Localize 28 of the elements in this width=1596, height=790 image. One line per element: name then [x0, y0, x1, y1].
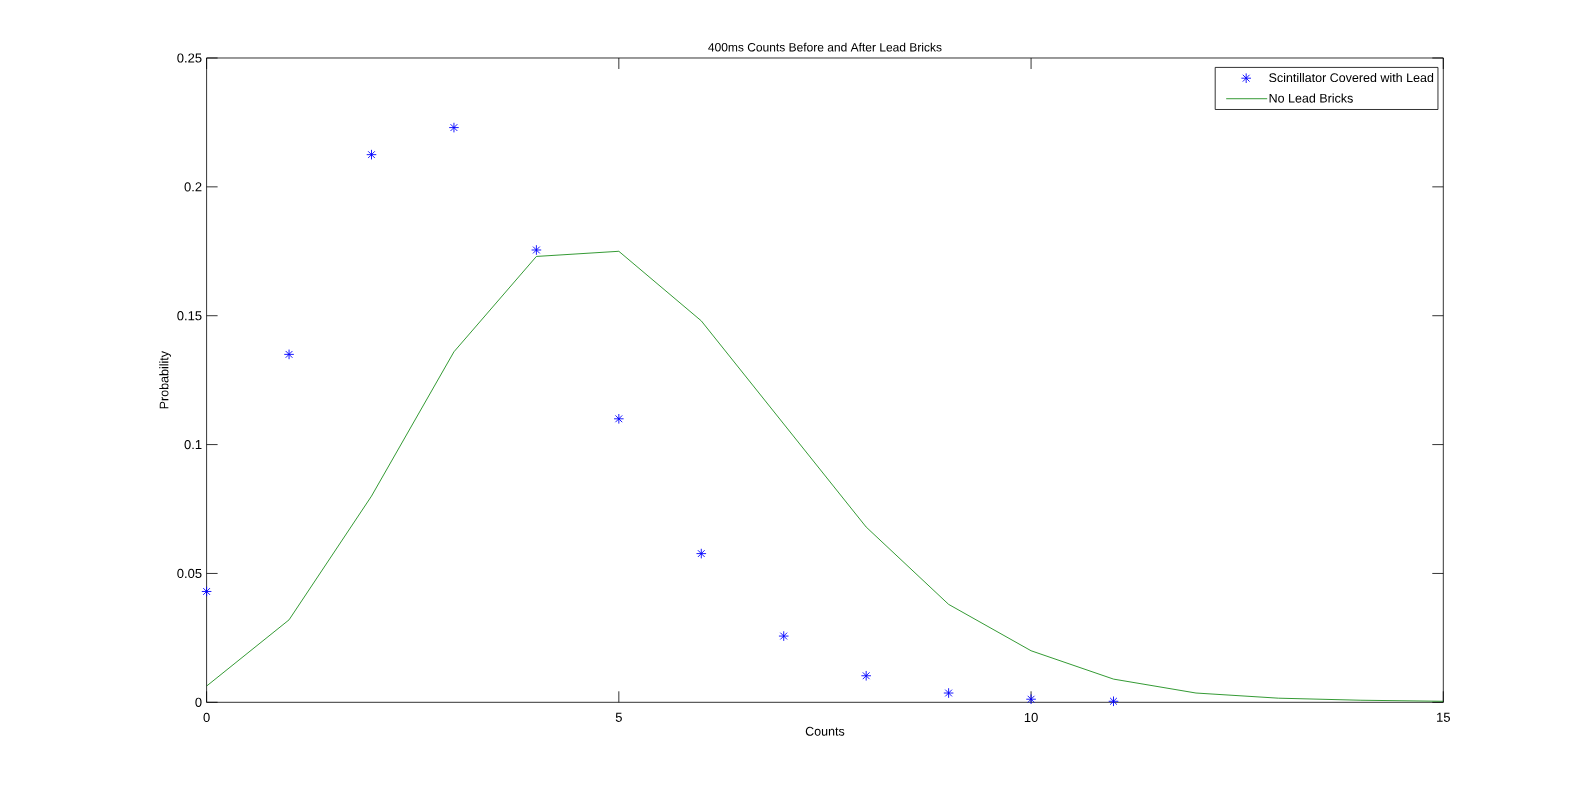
y-tick-label: 0.1 [184, 439, 202, 450]
x-tick-label: 15 [1437, 712, 1450, 722]
point [860, 670, 872, 681]
y-axis-title: Probability [159, 351, 171, 409]
point [531, 244, 542, 256]
x-axis-title: Counts [805, 726, 845, 736]
chart-title: 400ms Counts Before and After Lead Bricks [708, 42, 942, 52]
y-tick-label: 0.05 [177, 568, 202, 579]
point [448, 122, 460, 133]
point [778, 630, 789, 642]
point [613, 413, 625, 425]
point [283, 349, 295, 360]
y-tick-label: 0.25 [177, 53, 202, 63]
y-tick-label: 0.2 [184, 182, 202, 192]
point [943, 687, 954, 699]
x-tick-label: 0 [203, 712, 210, 723]
legend-label: Scintillator Covered with Lead [1269, 72, 1434, 83]
y-tick-label: 0 [195, 697, 202, 707]
y-tick-label: 0.15 [177, 311, 202, 321]
legend-label: No Lead Bricks [1269, 93, 1353, 103]
point [1025, 693, 1037, 705]
point [1108, 696, 1119, 707]
x-tick-label: 10 [1024, 712, 1038, 723]
point [366, 149, 377, 160]
point [201, 586, 212, 597]
x-tick-label: 5 [615, 712, 622, 722]
point [696, 548, 707, 559]
line-series [206, 250, 1444, 702]
